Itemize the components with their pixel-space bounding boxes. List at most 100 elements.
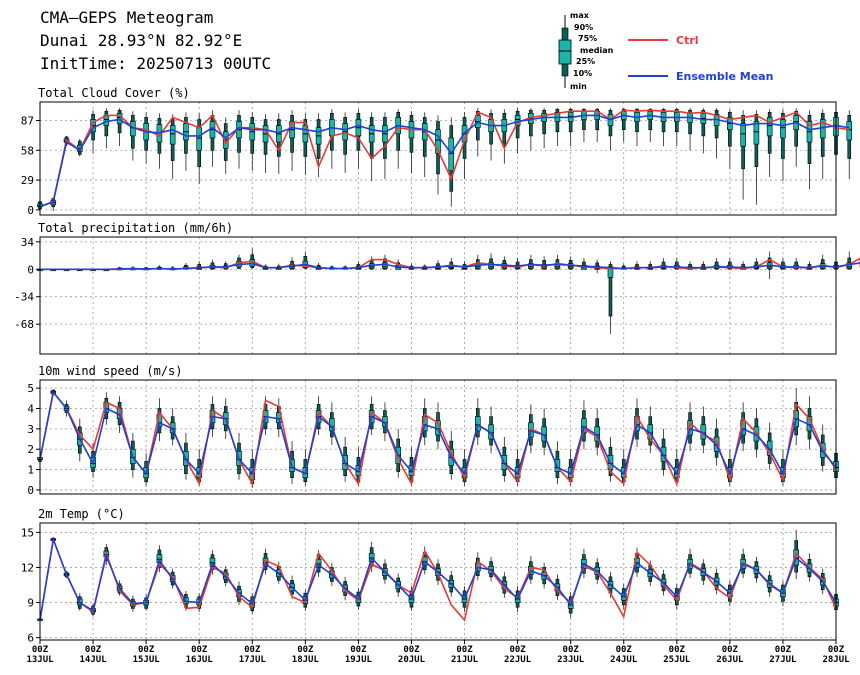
y-tick-label: 12 (21, 561, 34, 574)
box-7 (130, 111, 136, 161)
box-14 (222, 117, 229, 174)
legend-quartile-box (558, 39, 572, 65)
panel-3: 2m Temp (°C) 6 9 12 15 (21, 507, 839, 645)
box-13 (209, 110, 216, 167)
x-day-label: 27JUL (769, 655, 797, 665)
x-time-label: 00Z (32, 645, 49, 655)
x-day-label: 16JUL (186, 655, 214, 665)
box-46 (647, 406, 654, 454)
x-time-label: 00Z (616, 645, 633, 655)
y-tick-label: 29 (21, 174, 34, 187)
y-tick-label: 9 (27, 597, 34, 610)
box-43 (607, 261, 614, 334)
x-time-label: 00Z (350, 645, 367, 655)
quartile-box (740, 123, 746, 147)
box-27 (395, 109, 402, 169)
quartile-box (435, 129, 441, 154)
box-18 (275, 113, 282, 174)
x-day-label: 13JUL (26, 655, 54, 665)
box-35 (501, 109, 508, 164)
header: CMA—GEPS Meteogram Dunai 28.93°N 82.92°E… (40, 6, 271, 75)
y-tick-label: 6 (27, 632, 34, 645)
panel-1: Total precipitation (mm/6h) -68 -34 0 34 (14, 221, 860, 355)
x-day-label: 22JUL (504, 655, 532, 665)
quartile-box (474, 416, 481, 432)
y-tick-label: 4 (27, 403, 34, 416)
box-53 (740, 110, 746, 200)
box-20 (302, 113, 309, 175)
quartile-box (581, 418, 587, 434)
quartile-box (196, 127, 202, 151)
box-23 (342, 112, 348, 173)
box-26 (382, 254, 388, 270)
box-29 (421, 112, 428, 177)
panel-0: Total Cloud Cover (%) 0 29 58 87 (21, 86, 853, 217)
y-tick-label: 3 (27, 423, 34, 436)
box-59 (819, 254, 826, 270)
box-34 (488, 406, 494, 454)
y-tick-label: 87 (21, 114, 34, 127)
legend-ctrl-label: Ctrl (676, 34, 699, 47)
ctrl-series-line (39, 536, 837, 622)
x-time-label: 00Z (191, 645, 208, 655)
quartile-box (169, 125, 176, 145)
box-41 (581, 108, 587, 143)
box-35 (501, 256, 508, 270)
quartile-box (780, 119, 786, 139)
legend-box-label: 90% (574, 23, 593, 32)
box-55 (766, 109, 773, 177)
x-time-label: 00Z (244, 645, 261, 655)
box-25 (368, 256, 375, 270)
y-tick-label: 0 (27, 204, 34, 217)
x-axis: 00Z13JUL00Z14JUL00Z15JUL00Z16JUL00Z17JUL… (26, 640, 850, 665)
y-tick-label: -34 (14, 291, 34, 304)
y-tick-label: 1 (27, 464, 34, 477)
quartile-box (488, 262, 494, 269)
box-36 (514, 108, 521, 154)
y-tick-label: 34 (21, 236, 35, 249)
box-43 (607, 108, 614, 151)
decile-bar (542, 109, 546, 135)
box-37 (528, 108, 534, 151)
box-17 (262, 114, 269, 173)
quartile-box (753, 121, 760, 145)
x-time-label: 00Z (85, 645, 102, 655)
box-16 (249, 112, 256, 171)
box-40 (567, 108, 574, 147)
panel-title: Total Cloud Cover (%) (38, 86, 190, 100)
x-time-label: 00Z (563, 645, 580, 655)
x-day-label: 23JUL (557, 655, 585, 665)
x-day-label: 18JUL (292, 655, 320, 665)
box-10 (169, 114, 176, 180)
box-61 (846, 110, 853, 180)
box-31 (448, 117, 455, 207)
box-45 (634, 108, 640, 147)
panel-2: 10m wind speed (m/s) 0 1 2 3 4 5 (27, 364, 839, 497)
x-time-label: 00Z (722, 645, 739, 655)
box-38 (541, 108, 547, 149)
decile-bar (608, 264, 613, 317)
box-47 (660, 108, 667, 147)
box-9 (156, 113, 163, 169)
x-day-label: 20JUL (398, 655, 426, 665)
panel-title: Total precipitation (mm/6h) (38, 221, 233, 235)
box-34 (488, 253, 494, 270)
box-61 (846, 251, 853, 270)
y-tick-label: 2 (27, 443, 34, 456)
x-day-label: 26JUL (716, 655, 744, 665)
x-day-label: 17JUL (239, 655, 267, 665)
panel-frame (39, 379, 837, 495)
box-42 (594, 108, 601, 143)
quartile-box (846, 121, 853, 141)
x-day-label: 21JUL (451, 655, 479, 665)
chart-title: CMA—GEPS Meteogram (40, 8, 214, 27)
quartile-box (766, 117, 773, 137)
box-50 (700, 406, 707, 454)
box-28 (408, 111, 415, 173)
box-8 (143, 112, 149, 164)
y-tick-label: 58 (21, 144, 34, 157)
ctrl-series-line (39, 109, 850, 208)
x-time-label: 00Z (403, 645, 420, 655)
x-day-label: 24JUL (610, 655, 638, 665)
